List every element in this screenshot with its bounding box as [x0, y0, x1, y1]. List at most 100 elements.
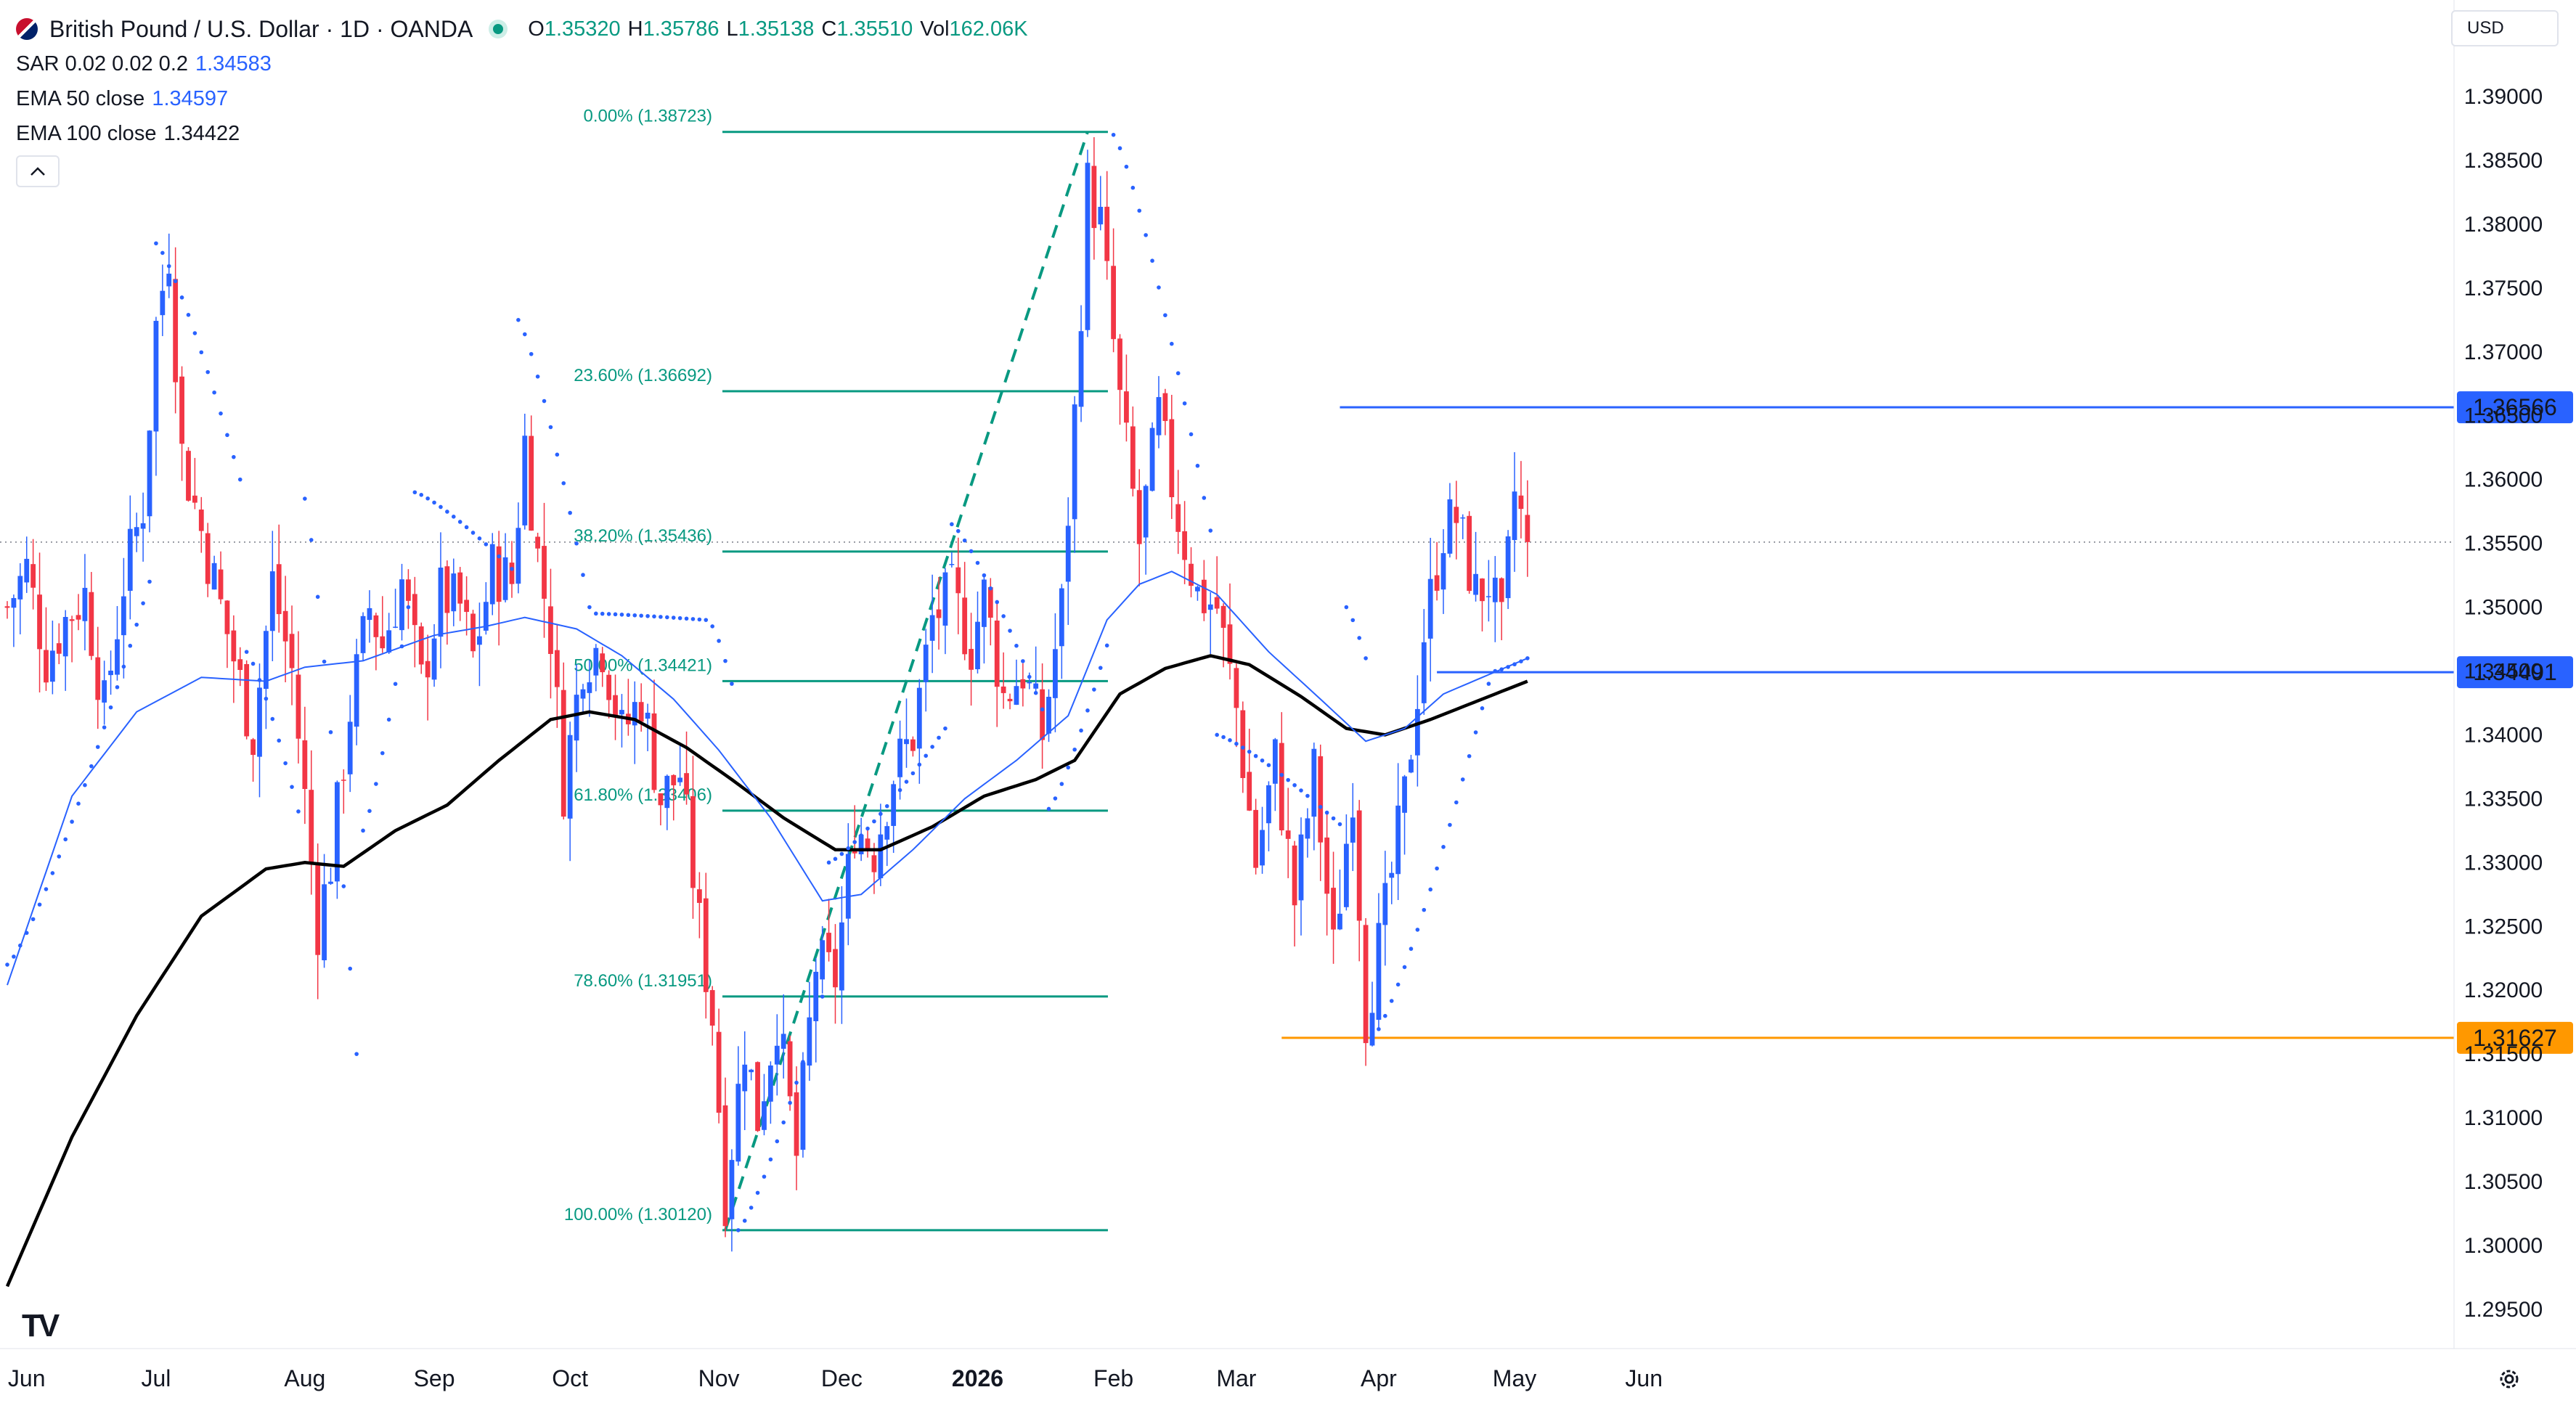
candle-body — [1220, 605, 1226, 628]
sar-dot — [697, 617, 702, 622]
candle-body — [102, 680, 107, 703]
sar-dot — [63, 837, 68, 842]
collapse-legend-button[interactable] — [16, 155, 60, 187]
candle-body — [522, 435, 528, 525]
sar-dot — [781, 1120, 786, 1125]
x-tick-label: 2026 — [952, 1365, 1003, 1391]
indicator-sar[interactable]: SAR 0.02 0.02 0.2 1.34583 — [16, 46, 1028, 81]
sar-dot — [626, 613, 631, 618]
sar-dot — [412, 490, 417, 495]
sar-dot — [988, 586, 993, 591]
candle-body — [865, 838, 871, 851]
candle-body — [529, 435, 534, 531]
candle-body — [477, 636, 482, 645]
sar-dot — [205, 369, 211, 375]
chart-settings-button[interactable] — [2495, 1365, 2524, 1394]
sar-dot — [380, 751, 385, 756]
sar-dot — [910, 771, 916, 776]
sar-dot — [386, 717, 391, 722]
tradingview-logo[interactable]: TV — [22, 1308, 60, 1343]
ohlc-key: H — [627, 17, 643, 41]
sar-dot — [1111, 132, 1116, 137]
x-tick-label: Nov — [698, 1365, 740, 1391]
candle-body — [1414, 708, 1420, 756]
currency-selector[interactable]: USD — [2451, 10, 2559, 46]
sar-dot — [322, 659, 327, 664]
candle-body — [37, 594, 42, 650]
candle-body — [322, 884, 327, 961]
indicator-ema100[interactable]: EMA 100 close 1.34422 — [16, 116, 1028, 151]
sar-dot — [1428, 887, 1432, 892]
candle-body — [638, 702, 644, 722]
sar-dot — [1053, 796, 1058, 801]
sar-dot — [917, 762, 922, 767]
fib-level-label: 23.60% (1.36692) — [574, 366, 712, 385]
sar-dot — [192, 331, 197, 335]
candle-body — [1485, 596, 1491, 597]
sar-dot — [244, 650, 249, 654]
indicator-ema50[interactable]: EMA 50 close 1.34597 — [16, 81, 1028, 116]
candle-body — [1136, 490, 1142, 544]
candle-body — [1518, 495, 1524, 510]
sar-dot — [969, 549, 974, 554]
sar-dot — [1079, 728, 1083, 733]
candle-body — [982, 579, 987, 627]
ohlc-key: Vol — [920, 17, 950, 41]
sar-dot — [1324, 810, 1329, 815]
candle-body — [380, 636, 386, 649]
candle-body — [1091, 165, 1097, 229]
sar-dot — [95, 745, 100, 749]
candle-body — [1111, 266, 1117, 340]
sar-dot — [166, 263, 171, 269]
candle-body — [276, 564, 282, 615]
candle-body — [134, 527, 139, 536]
candle-body — [671, 774, 677, 785]
ohlc-key: O — [528, 17, 545, 41]
sar-dot — [451, 515, 456, 519]
candle-body — [354, 654, 359, 727]
sar-dot — [503, 560, 508, 565]
candle-body — [127, 528, 133, 591]
y-tick-label: 1.31500 — [2464, 1042, 2543, 1066]
candle-body — [871, 855, 877, 872]
y-tick-label: 1.35500 — [2464, 532, 2543, 556]
candle-body — [1098, 206, 1104, 225]
candle-body — [1124, 391, 1129, 423]
candle-body — [302, 740, 308, 789]
sar-dot — [303, 496, 307, 501]
candle-body — [121, 596, 126, 636]
sar-dot — [833, 856, 838, 862]
sar-dot — [794, 1080, 799, 1085]
symbol-title[interactable]: British Pound / U.S. Dollar · 1D · OANDA — [49, 16, 473, 42]
sar-dot — [1389, 999, 1394, 1003]
y-tick-label: 1.34000 — [2464, 723, 2543, 747]
sar-dot — [1241, 745, 1245, 750]
candle-body — [891, 784, 897, 826]
chart-legend: British Pound / U.S. Dollar · 1D · OANDA… — [16, 12, 1028, 187]
sar-dot — [1299, 788, 1303, 793]
candle-body — [457, 572, 463, 604]
candle-body — [1000, 686, 1006, 693]
candle-body — [664, 775, 670, 809]
sar-dot — [1480, 706, 1485, 711]
sar-dot — [943, 726, 947, 731]
sar-dot — [600, 611, 605, 616]
sar-dot — [516, 318, 521, 322]
y-tick-label: 1.29500 — [2464, 1298, 2543, 1322]
candle-body — [910, 739, 916, 751]
sar-dot — [1312, 799, 1316, 803]
candle-body — [703, 898, 709, 992]
sar-dot — [354, 1052, 359, 1056]
candle-body — [295, 674, 301, 739]
candle-body — [619, 710, 624, 715]
sar-dot — [659, 615, 663, 619]
sar-dot — [555, 452, 560, 457]
candle-body — [483, 602, 489, 631]
sar-dot — [477, 536, 482, 541]
candle-body — [696, 889, 702, 903]
candle-body — [425, 660, 431, 678]
candle-body — [192, 495, 197, 503]
x-tick-label: Apr — [1361, 1365, 1397, 1391]
